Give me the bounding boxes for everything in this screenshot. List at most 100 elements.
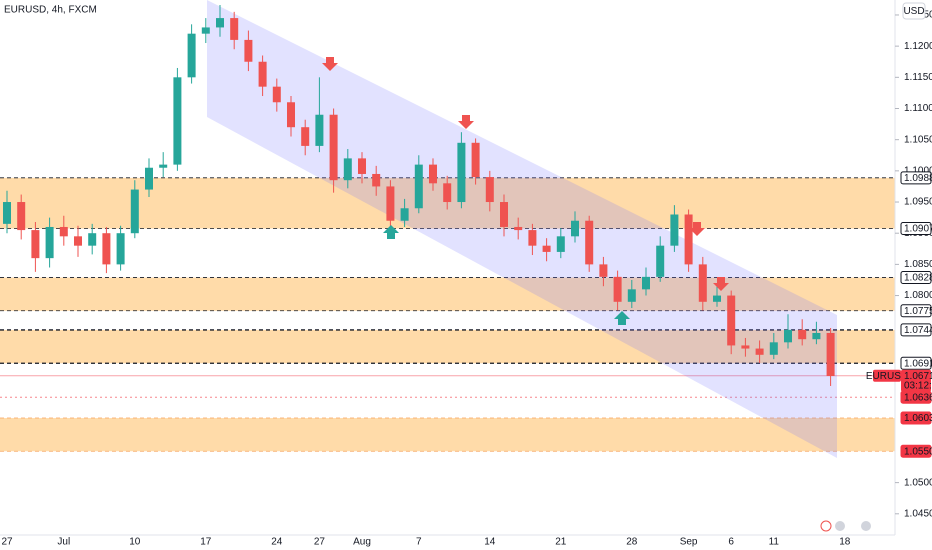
y-tick-label: 1.11500 [904, 72, 932, 83]
candle-body [542, 245, 551, 252]
y-tick-label: 1.11000 [904, 103, 932, 114]
candle-body [613, 276, 622, 302]
candle-body [159, 164, 168, 168]
candle-body [670, 214, 679, 246]
event-icons [820, 520, 871, 532]
x-tick-label: 28 [626, 537, 638, 548]
y-tick-label: 1.10500 [904, 134, 932, 145]
symbol-label: EURUSD [866, 371, 908, 382]
x-tick-label: 21 [555, 537, 567, 548]
candle-body [414, 164, 423, 209]
price-line-label: 1.06369 [904, 392, 932, 403]
candle-body [31, 230, 40, 259]
x-tick-label: Aug [353, 537, 371, 548]
zone-label: 1.07756 [904, 306, 932, 317]
chart-title: EURUSD, 4h, FXCM [4, 5, 97, 16]
zone-label-box [900, 304, 932, 318]
candle-body [116, 233, 125, 265]
candle-body [315, 114, 324, 146]
y-tick-label: 1.09500 [904, 197, 932, 208]
zone-label-box [900, 171, 932, 185]
candle-body [571, 220, 579, 237]
candle-body [471, 142, 480, 178]
zone-label: 1.05503 [904, 446, 932, 457]
candle-body [201, 27, 210, 34]
x-tick-label: 27 [314, 537, 326, 548]
candle-body [798, 329, 807, 340]
candle-body [88, 233, 97, 246]
x-tick-label: 24 [271, 537, 283, 548]
buy-arrows [383, 225, 630, 325]
currency-button[interactable] [902, 2, 926, 20]
candle-body [17, 202, 26, 231]
candles [3, 4, 835, 386]
candle-body [457, 142, 466, 203]
y-tick-label: 1.08500 [904, 259, 932, 270]
candle-body [627, 289, 636, 302]
candle-body [727, 295, 736, 346]
zone-label-box [900, 444, 932, 458]
zone-label: 1.09888 [904, 173, 932, 184]
candle-body [485, 177, 494, 203]
zone [0, 418, 895, 452]
x-tick-label: 14 [484, 537, 496, 548]
candle-body [684, 214, 693, 265]
zone-label: 1.06036 [904, 413, 932, 424]
candle-body [400, 208, 409, 221]
candle-body [258, 61, 267, 87]
candle-body [826, 332, 835, 376]
zone-label-box [900, 222, 932, 236]
axis: 1.125001.120001.115001.110001.105001.100… [1, 10, 932, 548]
candle-body [74, 236, 82, 246]
zone-label: 1.09075 [904, 224, 932, 235]
candle-body [443, 183, 452, 203]
candle-body [372, 173, 381, 187]
currency: USD [903, 6, 924, 17]
candle-body [429, 164, 437, 184]
y-tick-label: 1.12000 [904, 41, 932, 52]
x-tick-label: 10 [129, 537, 141, 548]
x-tick-label: 11 [769, 537, 780, 548]
candle-body [642, 276, 650, 290]
candle-body [358, 158, 366, 174]
zone-label: 1.08289 [904, 273, 932, 284]
candle-body [556, 236, 565, 252]
last-price-box [901, 369, 931, 392]
zone-label-box [900, 323, 932, 337]
symbol-box [873, 369, 901, 382]
x-tick-label: 7 [416, 537, 422, 548]
candle-body [244, 39, 253, 62]
candle-body [102, 233, 111, 265]
candle-body [59, 226, 68, 237]
candle-body [784, 329, 792, 343]
candle-body [130, 189, 139, 234]
candle-body [145, 167, 153, 190]
candle-body [500, 202, 508, 227]
x-tick-label: Sep [680, 537, 698, 548]
candle-body [343, 158, 352, 181]
candle-body [585, 220, 594, 265]
zone-label-box [900, 411, 932, 425]
candle-body [386, 186, 395, 221]
candle-body [216, 18, 224, 28]
x-tick-label: 27 [1, 537, 13, 548]
x-tick-label: 17 [200, 537, 212, 548]
candle-body [812, 332, 821, 340]
candle-body [301, 127, 310, 146]
x-tick-label: 18 [839, 537, 851, 548]
last-price-label: 1.06713 [904, 371, 932, 382]
zone-label-box [900, 271, 932, 285]
y-tick-label: 1.08000 [904, 290, 932, 301]
zone-label: 1.06914 [904, 358, 932, 369]
x-tick-label: Jul [57, 537, 70, 548]
candle-body [272, 86, 281, 103]
zone [0, 277, 895, 311]
candle-body [656, 245, 665, 277]
candle-body [173, 77, 182, 165]
candle-body [713, 295, 721, 302]
candle-body [698, 264, 707, 302]
candle-body [514, 226, 523, 231]
candle-body [329, 114, 338, 181]
